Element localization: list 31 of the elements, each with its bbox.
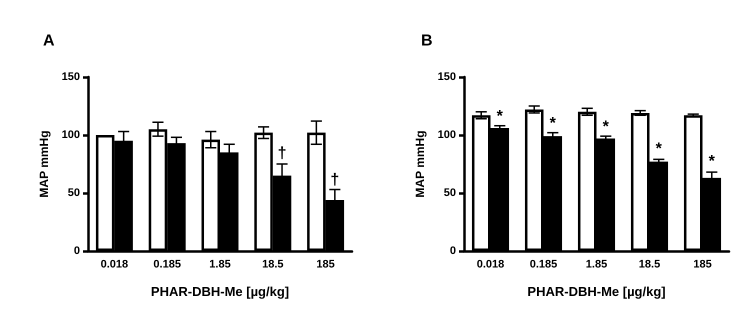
annotation: * xyxy=(550,114,557,132)
y-tick-label: 50 xyxy=(68,187,80,199)
x-tick-label: 185 xyxy=(693,258,712,270)
x-tick-label: 1.85 xyxy=(586,258,608,270)
x-tick-label: 18.5 xyxy=(262,258,284,270)
x-tick-label: 0.185 xyxy=(153,258,181,270)
y-axis-title: MAP mmHg xyxy=(37,130,51,198)
y-tick-label: 150 xyxy=(62,71,80,83)
x-tick-label: 0.018 xyxy=(100,258,128,270)
x-tick-label: 185 xyxy=(316,258,335,270)
annotation: * xyxy=(602,118,610,136)
annotation: * xyxy=(656,140,663,158)
annotation: * xyxy=(708,153,716,170)
y-tick-label: 150 xyxy=(438,71,456,83)
y-tick-label: 100 xyxy=(438,129,456,141)
chart-title: B xyxy=(421,32,433,50)
x-tick-label: 0.018 xyxy=(476,258,504,270)
x-tick-label: 1.85 xyxy=(209,258,231,270)
annotation: † xyxy=(278,145,286,162)
y-axis-title: MAP mmHg xyxy=(413,130,427,198)
annotation: * xyxy=(496,108,504,125)
y-tick-label: 50 xyxy=(444,187,456,199)
x-tick-label: 18.5 xyxy=(638,258,660,270)
y-tick-label: 0 xyxy=(74,245,80,257)
y-tick-label: 0 xyxy=(450,245,456,257)
x-axis-title: PHAR-DBH-Me [µg/kg] xyxy=(527,284,666,299)
x-tick-label: 0.185 xyxy=(530,258,558,270)
y-tick-label: 100 xyxy=(62,129,80,141)
annotation: † xyxy=(330,172,340,189)
x-axis-title: PHAR-DBH-Me [µg/kg] xyxy=(150,284,290,299)
chart-title: A xyxy=(43,32,55,50)
